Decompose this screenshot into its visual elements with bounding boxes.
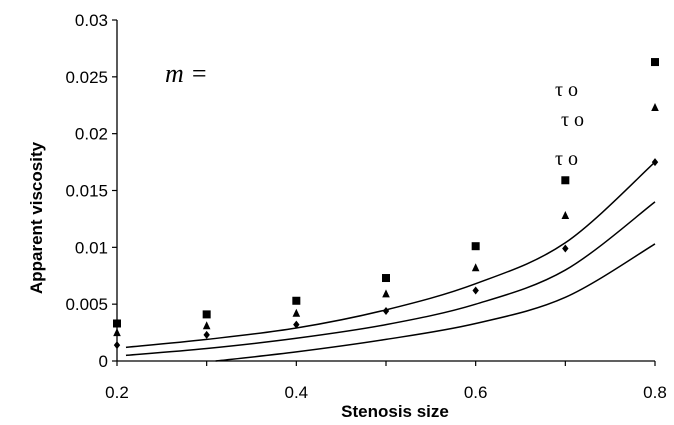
x-tick-label: 0.4 (285, 383, 309, 402)
triangle-point (113, 328, 121, 337)
x-tick-label: 0.8 (643, 383, 667, 402)
triangle-point (202, 321, 211, 330)
data-marks (113, 58, 659, 362)
triangle-point (561, 211, 570, 220)
square-point (561, 176, 570, 185)
y-tick-label: 0 (99, 352, 108, 371)
m-annotation-clip (231, 55, 261, 95)
diamond-point (203, 330, 210, 339)
y-tick-label: 0.015 (65, 182, 108, 201)
square-point (113, 319, 121, 328)
diamond-point (562, 244, 569, 253)
triangle-point (382, 289, 390, 298)
square-point (651, 58, 659, 67)
x-tick-label: 0.6 (464, 383, 488, 402)
series-line-3 (125, 161, 656, 349)
triangle-point (471, 263, 480, 272)
y-tick-label: 0.025 (65, 68, 108, 87)
tau-annotation: τ o (555, 148, 578, 170)
y-axis-title: Apparent viscosity (27, 141, 46, 294)
square-point (202, 310, 211, 319)
square-point (471, 242, 480, 251)
tau-annotation: τ o (555, 79, 578, 101)
y-tick-label: 0.03 (75, 11, 108, 30)
x-tick-label: 0.2 (105, 383, 129, 402)
square-point (382, 274, 390, 283)
x-axis-title: Stenosis size (341, 402, 449, 421)
diamond-point (472, 286, 479, 295)
diamond-point (113, 341, 121, 350)
y-tick-label: 0.02 (75, 125, 108, 144)
m-annotation: m = (165, 59, 208, 88)
y-tick-label: 0.01 (75, 238, 108, 257)
diamond-point (293, 320, 300, 329)
square-point (292, 296, 301, 305)
series-line-5 (215, 243, 656, 362)
annotations: m = τ o τ o τ o (165, 55, 584, 170)
y-tick-label: 0.005 (65, 295, 108, 314)
triangle-point (651, 103, 659, 112)
tau-annotation: τ o (561, 109, 584, 131)
triangle-point (292, 308, 301, 317)
series-line-4 (125, 201, 656, 357)
axes: 0 0.005 0.01 0.015 0.02 0.025 0.03 0.2 0.4 0.6 0.8 (65, 11, 666, 402)
